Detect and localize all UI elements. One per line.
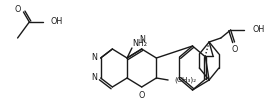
Text: N: N [91,74,97,83]
Text: (CH₃)₂: (CH₃)₂ [174,77,196,83]
Text: NH₂: NH₂ [132,40,147,48]
Text: OH: OH [51,17,63,26]
Text: N: N [139,36,145,44]
Text: O: O [231,45,238,55]
Text: O: O [14,6,20,14]
Text: N: N [91,53,97,63]
Text: O: O [139,91,145,101]
Text: OH: OH [252,25,264,34]
